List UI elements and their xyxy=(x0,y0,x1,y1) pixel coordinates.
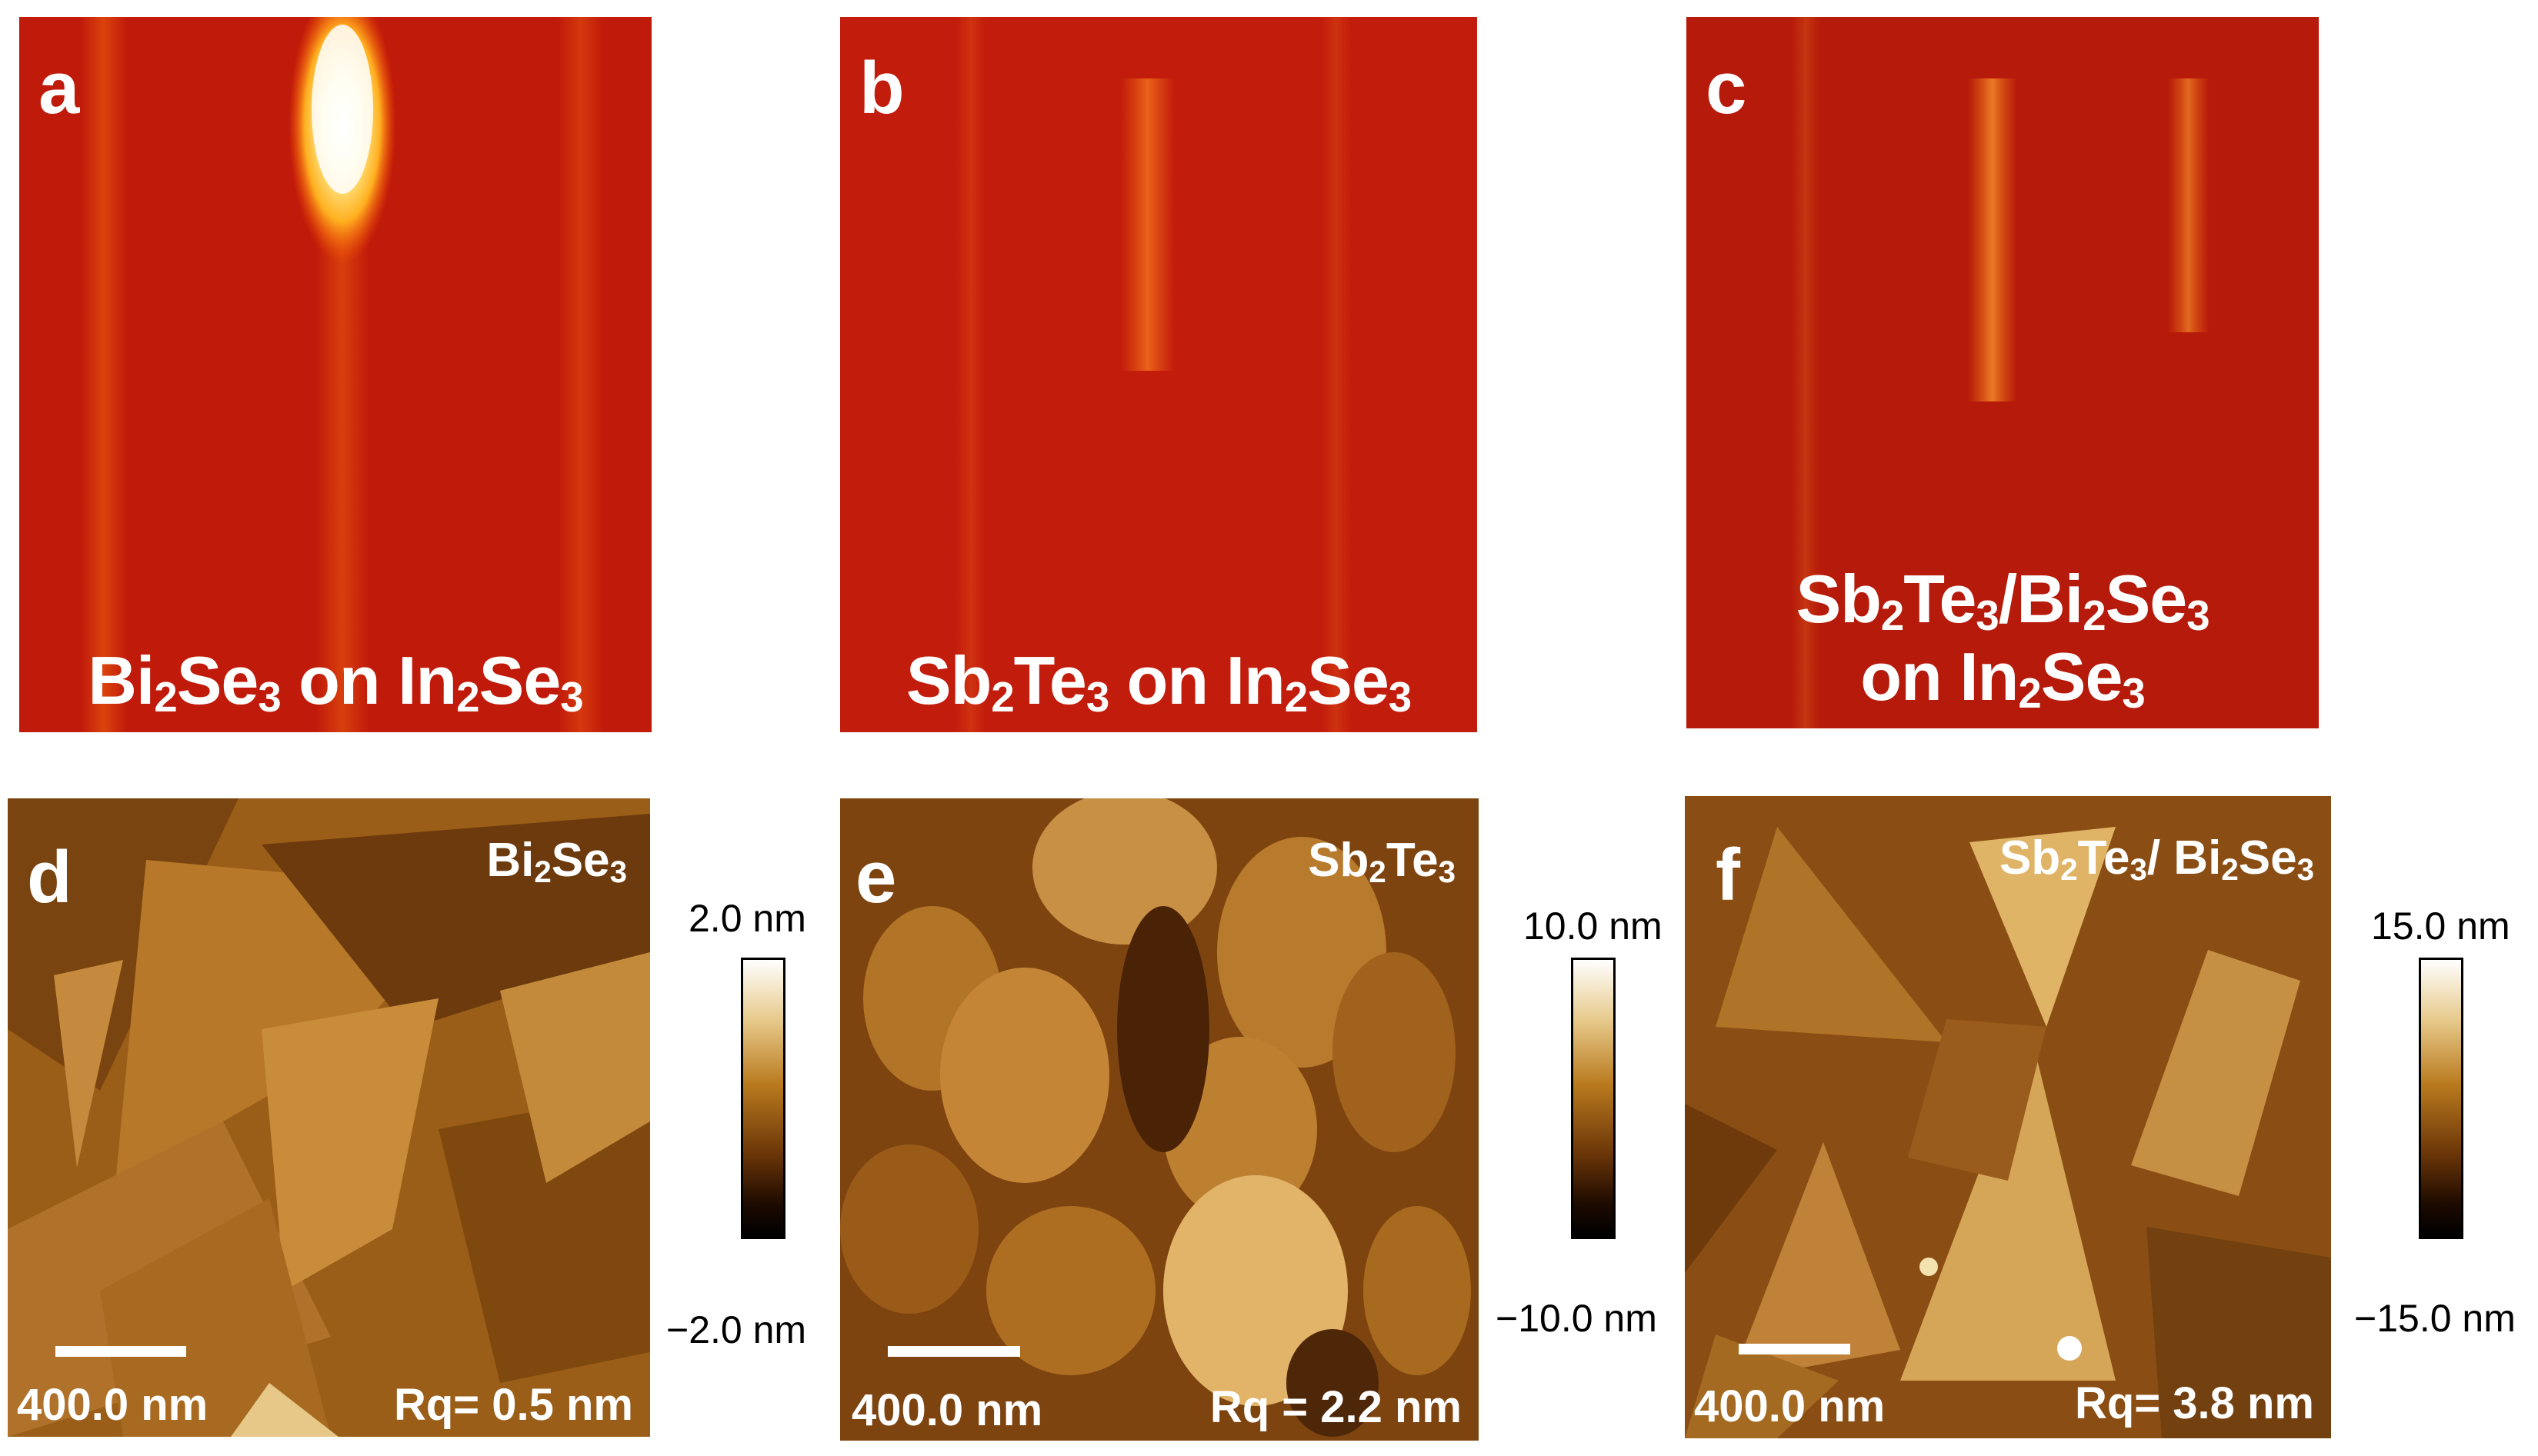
scale-bar-label: 400.0 nm xyxy=(852,1385,1043,1435)
roughness-label: Rq= 3.8 nm xyxy=(2074,1378,2314,1428)
colorbar-d xyxy=(741,958,785,1239)
rheed-panel-b: b Sb2Te3 on In2Se3 xyxy=(840,17,1477,732)
afm-panel-e: e Sb2Te3 400.0 nm Rq = 2.2 nm xyxy=(840,798,1479,1441)
colorbar-min-label: −10.0 nm xyxy=(1496,1297,1657,1340)
colorbar-min-label: −15.0 nm xyxy=(2354,1297,2516,1340)
rheed-caption: Sb2Te3/Bi2Se3 on In2Se3 xyxy=(1686,561,2319,717)
material-label: Sb2Te3 xyxy=(1308,834,1456,890)
rheed-pattern-a xyxy=(19,17,652,732)
colorbar-max-label: 10.0 nm xyxy=(1523,905,1663,948)
scale-bar-label: 400.0 nm xyxy=(17,1380,208,1430)
colorbar-f xyxy=(2419,958,2463,1239)
rheed-panel-a: a Bi2Se3 on In2Se3 xyxy=(19,17,652,732)
afm-image-e xyxy=(840,798,1479,1441)
rheed-caption: Bi2Se3 on In2Se3 xyxy=(19,642,652,721)
scale-bar-label: 400.0 nm xyxy=(1694,1381,1886,1431)
afm-image-f xyxy=(1685,796,2331,1438)
scale-bar xyxy=(55,1346,186,1357)
caption-line: Sb2Te3/Bi2Se3 xyxy=(1796,561,2209,639)
colorbar-max-label: 15.0 nm xyxy=(2371,905,2510,948)
panel-letter: f xyxy=(1716,834,1740,916)
panel-letter: e xyxy=(855,836,897,918)
rheed-pattern-c xyxy=(1686,17,2319,728)
caption-line: on In2Se3 xyxy=(1860,638,2146,717)
caption-line: Sb2Te3 on In2Se3 xyxy=(905,642,1412,721)
scale-bar xyxy=(1739,1344,1850,1354)
rheed-panel-c: c Sb2Te3/Bi2Se3 on In2Se3 xyxy=(1686,17,2319,728)
material-label: Sb2Te3/ Bi2Se3 xyxy=(1999,831,2314,888)
panel-letter: d xyxy=(27,836,72,918)
panel-letter: b xyxy=(859,47,905,129)
colorbar-max-label: 2.0 nm xyxy=(689,897,806,940)
rheed-caption: Sb2Te3 on In2Se3 xyxy=(840,642,1477,721)
roughness-label: Rq = 2.2 nm xyxy=(1209,1382,1462,1432)
afm-panel-f: f Sb2Te3/ Bi2Se3 400.0 nm Rq= 3.8 nm xyxy=(1685,796,2331,1438)
afm-panel-d: d Bi2Se3 400.0 nm Rq= 0.5 nm xyxy=(8,798,650,1437)
caption-line: Bi2Se3 on In2Se3 xyxy=(88,642,583,721)
afm-image-d xyxy=(8,798,650,1437)
roughness-label: Rq= 0.5 nm xyxy=(393,1380,633,1430)
material-label: Bi2Se3 xyxy=(486,834,627,890)
scale-bar xyxy=(888,1346,1020,1357)
panel-letter: c xyxy=(1706,47,1747,129)
colorbar-min-label: −2.0 nm xyxy=(666,1308,807,1351)
colorbar-e xyxy=(1571,958,1616,1239)
rheed-pattern-b xyxy=(840,17,1477,732)
panel-letter: a xyxy=(38,47,80,129)
